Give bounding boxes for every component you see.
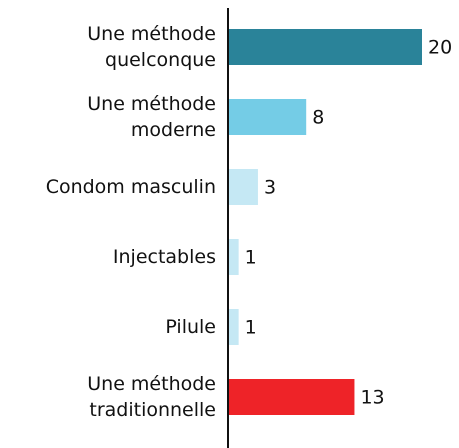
value-label: 20: [428, 37, 452, 59]
value-label: 3: [264, 177, 276, 199]
value-label: 1: [245, 247, 257, 269]
bar: [229, 169, 258, 205]
value-label: 13: [360, 387, 384, 409]
value-label: 1: [245, 317, 257, 339]
bar: [229, 99, 307, 135]
category-label: Condom masculin: [45, 176, 216, 198]
category-label: Injectables: [112, 246, 216, 268]
category-label: Une méthode quelconque: [87, 23, 216, 71]
category-label: Pilule: [165, 316, 216, 338]
category-label: Une méthode traditionnelle: [87, 373, 216, 421]
value-label: 8: [312, 107, 324, 129]
bar: [229, 309, 239, 345]
bar: [229, 379, 355, 415]
bar: [229, 239, 239, 275]
category-label: Une méthode moderne: [87, 93, 216, 141]
bar: [229, 29, 422, 65]
